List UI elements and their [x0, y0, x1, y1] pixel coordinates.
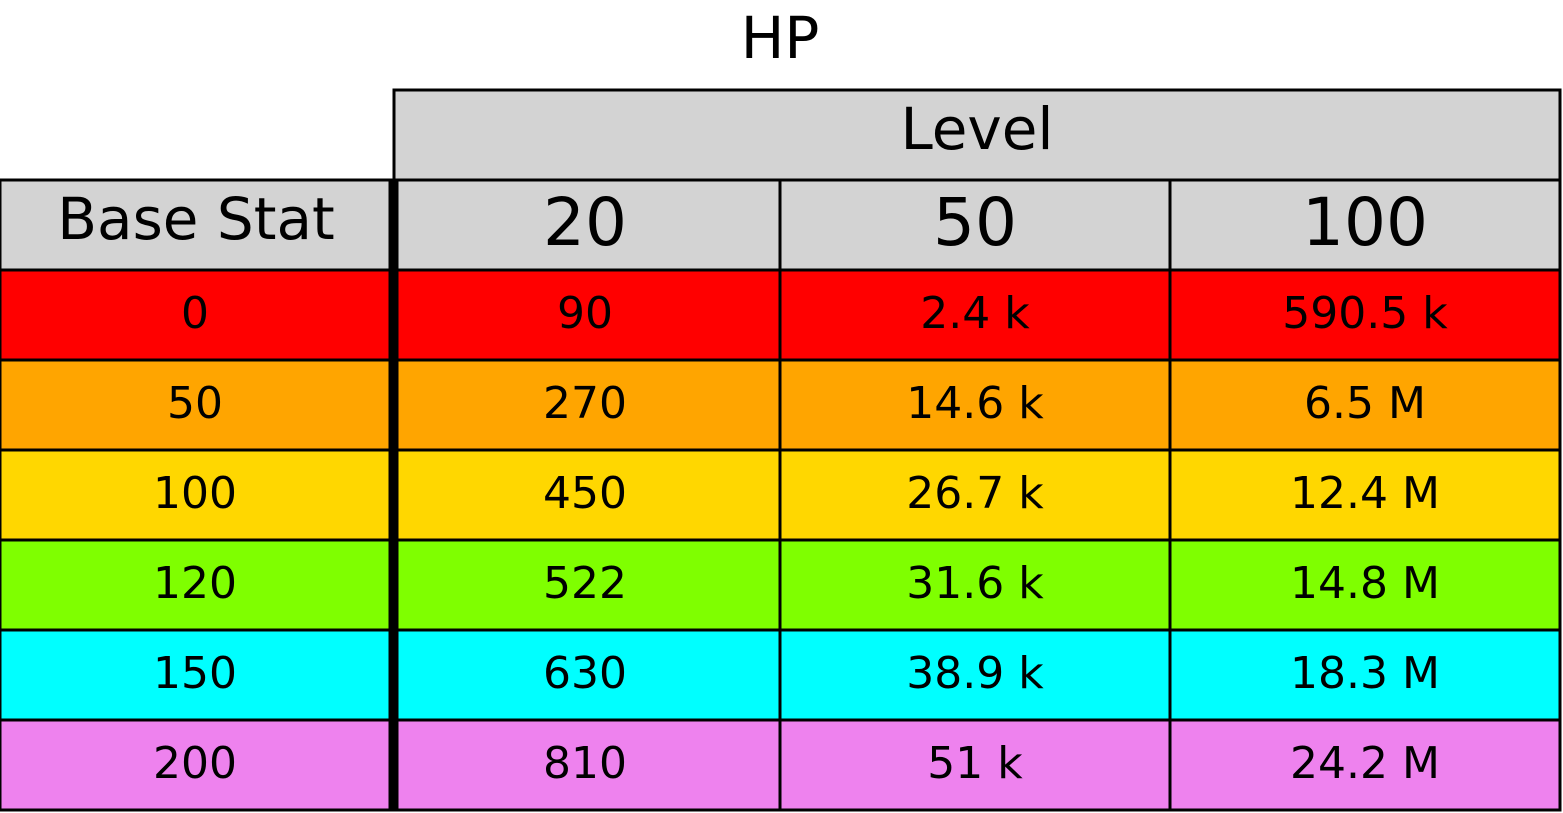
table-row: 150 630 38.9 k 18.3 M: [0, 628, 1562, 722]
hp-value-cell: [1168, 628, 1562, 722]
hp-value-label: 18.3 M: [1290, 648, 1440, 699]
hp-value-label: 12.4 M: [1290, 468, 1440, 519]
hp-value-label: 6.5 M: [1304, 378, 1426, 429]
base-stat-label: 0: [181, 288, 209, 339]
base-stat-header-label: Base Stat: [57, 185, 335, 253]
hp-value-label: 14.8 M: [1290, 558, 1440, 609]
hp-value-cell: [778, 718, 1172, 812]
base-stat-label: 50: [167, 378, 223, 429]
hp-value-label: 24.2 M: [1290, 738, 1440, 789]
hp-value-cell: [1168, 718, 1562, 812]
hp-value-label: 38.9 k: [906, 648, 1044, 699]
hp-value-cell: [1168, 268, 1562, 362]
hp-value-label: 522: [543, 558, 627, 609]
base-stat-label: 150: [153, 648, 237, 699]
hp-value-label: 26.7 k: [906, 468, 1044, 519]
hp-value-label: 2.4 k: [920, 288, 1030, 339]
hp-value-label: 630: [543, 648, 627, 699]
hp-value-label: 51 k: [927, 738, 1023, 789]
level-column-header-cell: [778, 178, 1172, 272]
hp-value-label: 270: [543, 378, 627, 429]
hp-value-label: 14.6 k: [906, 378, 1044, 429]
table-row: 100 450 26.7 k 12.4 M: [0, 448, 1562, 542]
hp-value-label: 450: [543, 468, 627, 519]
base-stat-label: 100: [153, 468, 237, 519]
level-column-header-label: 50: [933, 184, 1017, 261]
level-column-header-cell: [1168, 178, 1562, 272]
hp-value-cell: [388, 628, 782, 722]
level-header-label: Level: [900, 95, 1053, 163]
base-stat-cell: [0, 628, 392, 722]
base-stat-cell: [0, 538, 392, 632]
base-stat-header-cell: [0, 178, 394, 272]
table-row: 200 810 51 k 24.2 M: [0, 718, 1562, 812]
hp-value-cell: [778, 628, 1172, 722]
base-stat-cell: [0, 358, 392, 452]
table-row: 50 270 14.6 k 6.5 M: [0, 358, 1562, 452]
base-stat-cell: [0, 448, 392, 542]
level-column-header-label: 100: [1302, 184, 1428, 261]
hp-value-cell: [1168, 538, 1562, 632]
base-stat-label: 200: [153, 738, 237, 789]
chart-title: HP: [741, 4, 820, 72]
hp-value-label: 90: [557, 288, 613, 339]
level-header-cell: [392, 88, 1562, 182]
hp-value-label: 810: [543, 738, 627, 789]
hp-value-cell: [778, 268, 1172, 362]
table-row: 0 90 2.4 k 590.5 k: [0, 268, 1562, 362]
hp-value-cell: [778, 358, 1172, 452]
hp-value-cell: [1168, 358, 1562, 452]
level-column-header-label: 20: [543, 184, 627, 261]
base-stat-label: 120: [153, 558, 237, 609]
hp-value-label: 590.5 k: [1282, 288, 1448, 339]
hp-value-cell: [388, 538, 782, 632]
hp-value-cell: [778, 448, 1172, 542]
hp-value-cell: [388, 448, 782, 542]
table-row: 120 522 31.6 k 14.8 M: [0, 538, 1562, 632]
hp-value-cell: [1168, 448, 1562, 542]
hp-value-label: 31.6 k: [906, 558, 1044, 609]
